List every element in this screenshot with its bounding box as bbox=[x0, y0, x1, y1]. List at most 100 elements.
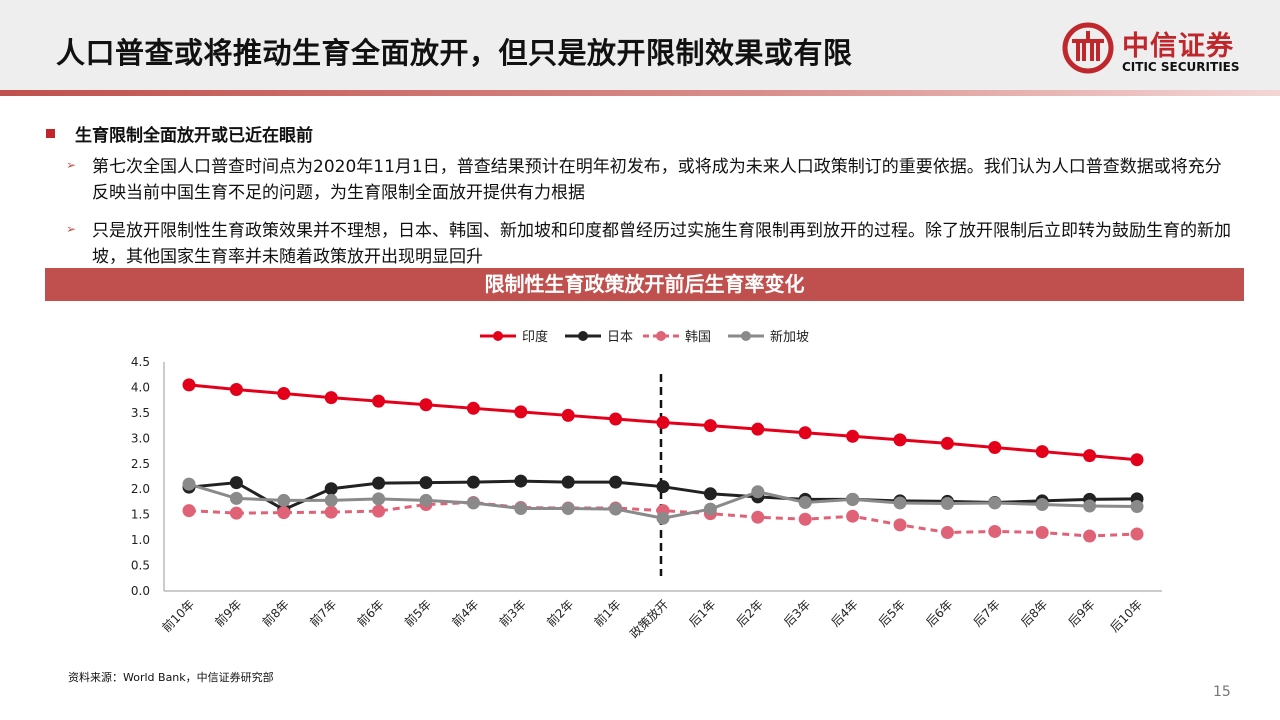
main-bullet: 生育限制全面放开或已近在眼前 bbox=[46, 121, 313, 146]
data-point bbox=[609, 475, 623, 489]
data-point bbox=[988, 496, 1002, 510]
data-point bbox=[1130, 500, 1144, 514]
legend-marker-1 bbox=[578, 331, 588, 341]
legend-marker-2 bbox=[656, 331, 666, 341]
data-point bbox=[324, 493, 338, 507]
data-point bbox=[751, 422, 765, 436]
legend-label-1: 日本 bbox=[607, 330, 633, 345]
fertility-line-chart: 0.0 0.5 1.0 1.5 2.0 2.5 3.0 3.5 4.0 4.5 前10年 前9年 前8年… bbox=[131, 329, 1162, 641]
legend-label-2: 韩国 bbox=[685, 330, 711, 345]
x-tick-label: 后7年 bbox=[971, 597, 1003, 629]
data-point bbox=[229, 491, 243, 505]
data-point bbox=[466, 475, 480, 489]
data-point bbox=[703, 419, 717, 433]
legend-marker-3 bbox=[741, 331, 751, 341]
y-tick-label: 1.5 bbox=[131, 508, 150, 522]
x-tick-label: 后10年 bbox=[1107, 597, 1145, 635]
y-tick-label: 2.5 bbox=[131, 457, 150, 471]
x-tick-label: 前10年 bbox=[159, 597, 197, 635]
data-point bbox=[229, 506, 243, 520]
citic-logo: 中信证券 CITIC SECURITIES bbox=[1062, 22, 1252, 78]
y-tick-label: 0.5 bbox=[131, 559, 150, 573]
x-tick-label: 前5年 bbox=[401, 597, 434, 630]
data-point bbox=[1130, 453, 1144, 467]
sub-bullet-2: ➢ 只是放开限制性生育政策效果并不理想，日本、韩国、新加坡和印度都曾经历过实施生… bbox=[66, 218, 1232, 270]
data-point bbox=[514, 502, 528, 516]
header-divider bbox=[0, 90, 1280, 96]
data-point bbox=[1083, 449, 1097, 463]
data-point bbox=[466, 496, 480, 510]
data-point bbox=[1083, 529, 1097, 543]
page-number: 15 bbox=[1213, 684, 1231, 700]
data-point bbox=[182, 477, 196, 491]
data-point bbox=[514, 405, 528, 419]
data-point bbox=[324, 391, 338, 405]
data-point bbox=[798, 512, 812, 526]
x-tick-label: 前1年 bbox=[591, 597, 624, 630]
x-tick-label: 前3年 bbox=[496, 597, 529, 630]
x-tick-label: 后6年 bbox=[923, 597, 955, 629]
x-tick-label: 后5年 bbox=[876, 597, 908, 629]
data-point bbox=[229, 476, 243, 490]
x-tick-label: 后8年 bbox=[1018, 597, 1050, 629]
y-tick-label: 4.0 bbox=[131, 380, 150, 394]
x-tick-label: 前6年 bbox=[354, 597, 387, 630]
data-point bbox=[561, 475, 575, 489]
data-point bbox=[940, 496, 954, 510]
data-point bbox=[703, 502, 717, 516]
data-point bbox=[846, 492, 860, 506]
x-tick-label: 前9年 bbox=[212, 597, 245, 630]
data-point bbox=[277, 387, 291, 401]
logo-text-cn: 中信证券 bbox=[1122, 31, 1234, 62]
data-point bbox=[656, 480, 670, 494]
data-point bbox=[372, 476, 386, 490]
x-tick-label: 后9年 bbox=[1065, 597, 1097, 629]
sub-bullet-1-text: 第七次全国人口普查时间点为2020年11月1日，普查结果预计在明年初发布，或将成… bbox=[92, 157, 1222, 203]
x-tick-label: 后4年 bbox=[828, 597, 860, 629]
data-point bbox=[1130, 527, 1144, 541]
data-point bbox=[1035, 445, 1049, 459]
data-point bbox=[1035, 497, 1049, 511]
data-point bbox=[419, 476, 433, 490]
data-point bbox=[893, 433, 907, 447]
data-point bbox=[798, 495, 812, 509]
data-point bbox=[656, 511, 670, 525]
data-point bbox=[372, 492, 386, 506]
x-tick-label: 后3年 bbox=[781, 597, 813, 629]
data-point bbox=[561, 502, 575, 516]
main-bullet-text: 生育限制全面放开或已近在眼前 bbox=[75, 126, 313, 146]
data-point bbox=[940, 525, 954, 539]
x-tick-label: 前4年 bbox=[449, 597, 482, 630]
data-point bbox=[419, 493, 433, 507]
data-point bbox=[277, 506, 291, 520]
data-point bbox=[656, 416, 670, 430]
chart-title-banner: 限制性生育政策放开前后生育率变化 bbox=[45, 268, 1244, 301]
sub-bullet-2-text: 只是放开限制性生育政策效果并不理想，日本、韩国、新加坡和印度都曾经历过实施生育限… bbox=[92, 221, 1231, 267]
x-tick-label: 前2年 bbox=[543, 597, 576, 630]
data-point bbox=[703, 487, 717, 501]
x-tick-label: 前7年 bbox=[306, 597, 339, 630]
y-tick-label: 0.0 bbox=[131, 584, 150, 598]
y-tick-label: 2.0 bbox=[131, 482, 150, 496]
data-point bbox=[609, 412, 623, 426]
data-point bbox=[324, 482, 338, 496]
data-point bbox=[561, 408, 575, 422]
data-point bbox=[372, 394, 386, 408]
data-point bbox=[372, 504, 386, 518]
data-point bbox=[182, 504, 196, 518]
sub-bullet-1: ➢ 第七次全国人口普查时间点为2020年11月1日，普查结果预计在明年初发布，或… bbox=[66, 154, 1232, 206]
data-point bbox=[609, 502, 623, 516]
arrow-bullet-icon: ➢ bbox=[66, 158, 77, 172]
data-point bbox=[988, 524, 1002, 538]
data-point bbox=[466, 401, 480, 415]
data-point bbox=[846, 429, 860, 443]
x-tick-label: 后2年 bbox=[734, 597, 766, 629]
data-point bbox=[751, 510, 765, 524]
data-point bbox=[1083, 499, 1097, 513]
data-point bbox=[893, 518, 907, 532]
y-tick-label: 1.0 bbox=[131, 533, 150, 547]
data-point bbox=[514, 474, 528, 488]
data-point bbox=[419, 398, 433, 412]
legend-label-3: 新加坡 bbox=[770, 329, 809, 345]
data-point bbox=[893, 496, 907, 510]
